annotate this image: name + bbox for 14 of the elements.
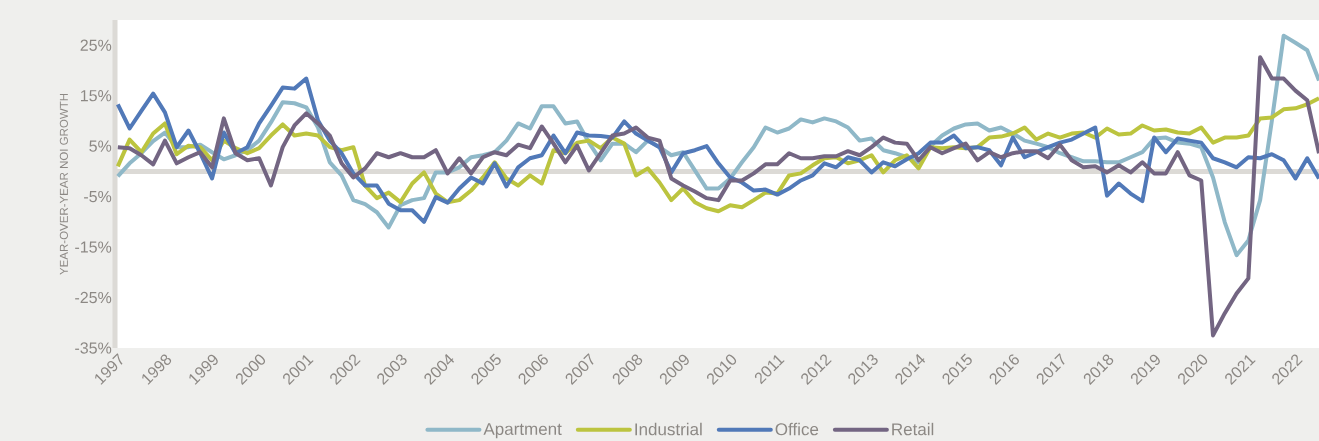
legend-label: Office: [775, 422, 819, 436]
y-tick-label: 25%: [80, 39, 112, 51]
y-tick-label: 15%: [81, 90, 112, 102]
line-series: [115, 55, 1319, 338]
legend-label: Industrial: [635, 422, 702, 436]
y-tick-label: -25%: [75, 291, 112, 304]
y-tick-label: -15%: [75, 241, 112, 253]
y-tick-label: -35%: [75, 342, 112, 354]
line-series: [115, 76, 1319, 224]
y-tick-label: 5%: [89, 140, 112, 152]
legend-label: Apartment: [483, 423, 562, 439]
y-axis-title: YEAR-OVER-YEAR NOI GROWTH: [59, 93, 68, 275]
y-tick-label: -5%: [84, 190, 112, 203]
legend-label: Retail: [892, 422, 934, 436]
